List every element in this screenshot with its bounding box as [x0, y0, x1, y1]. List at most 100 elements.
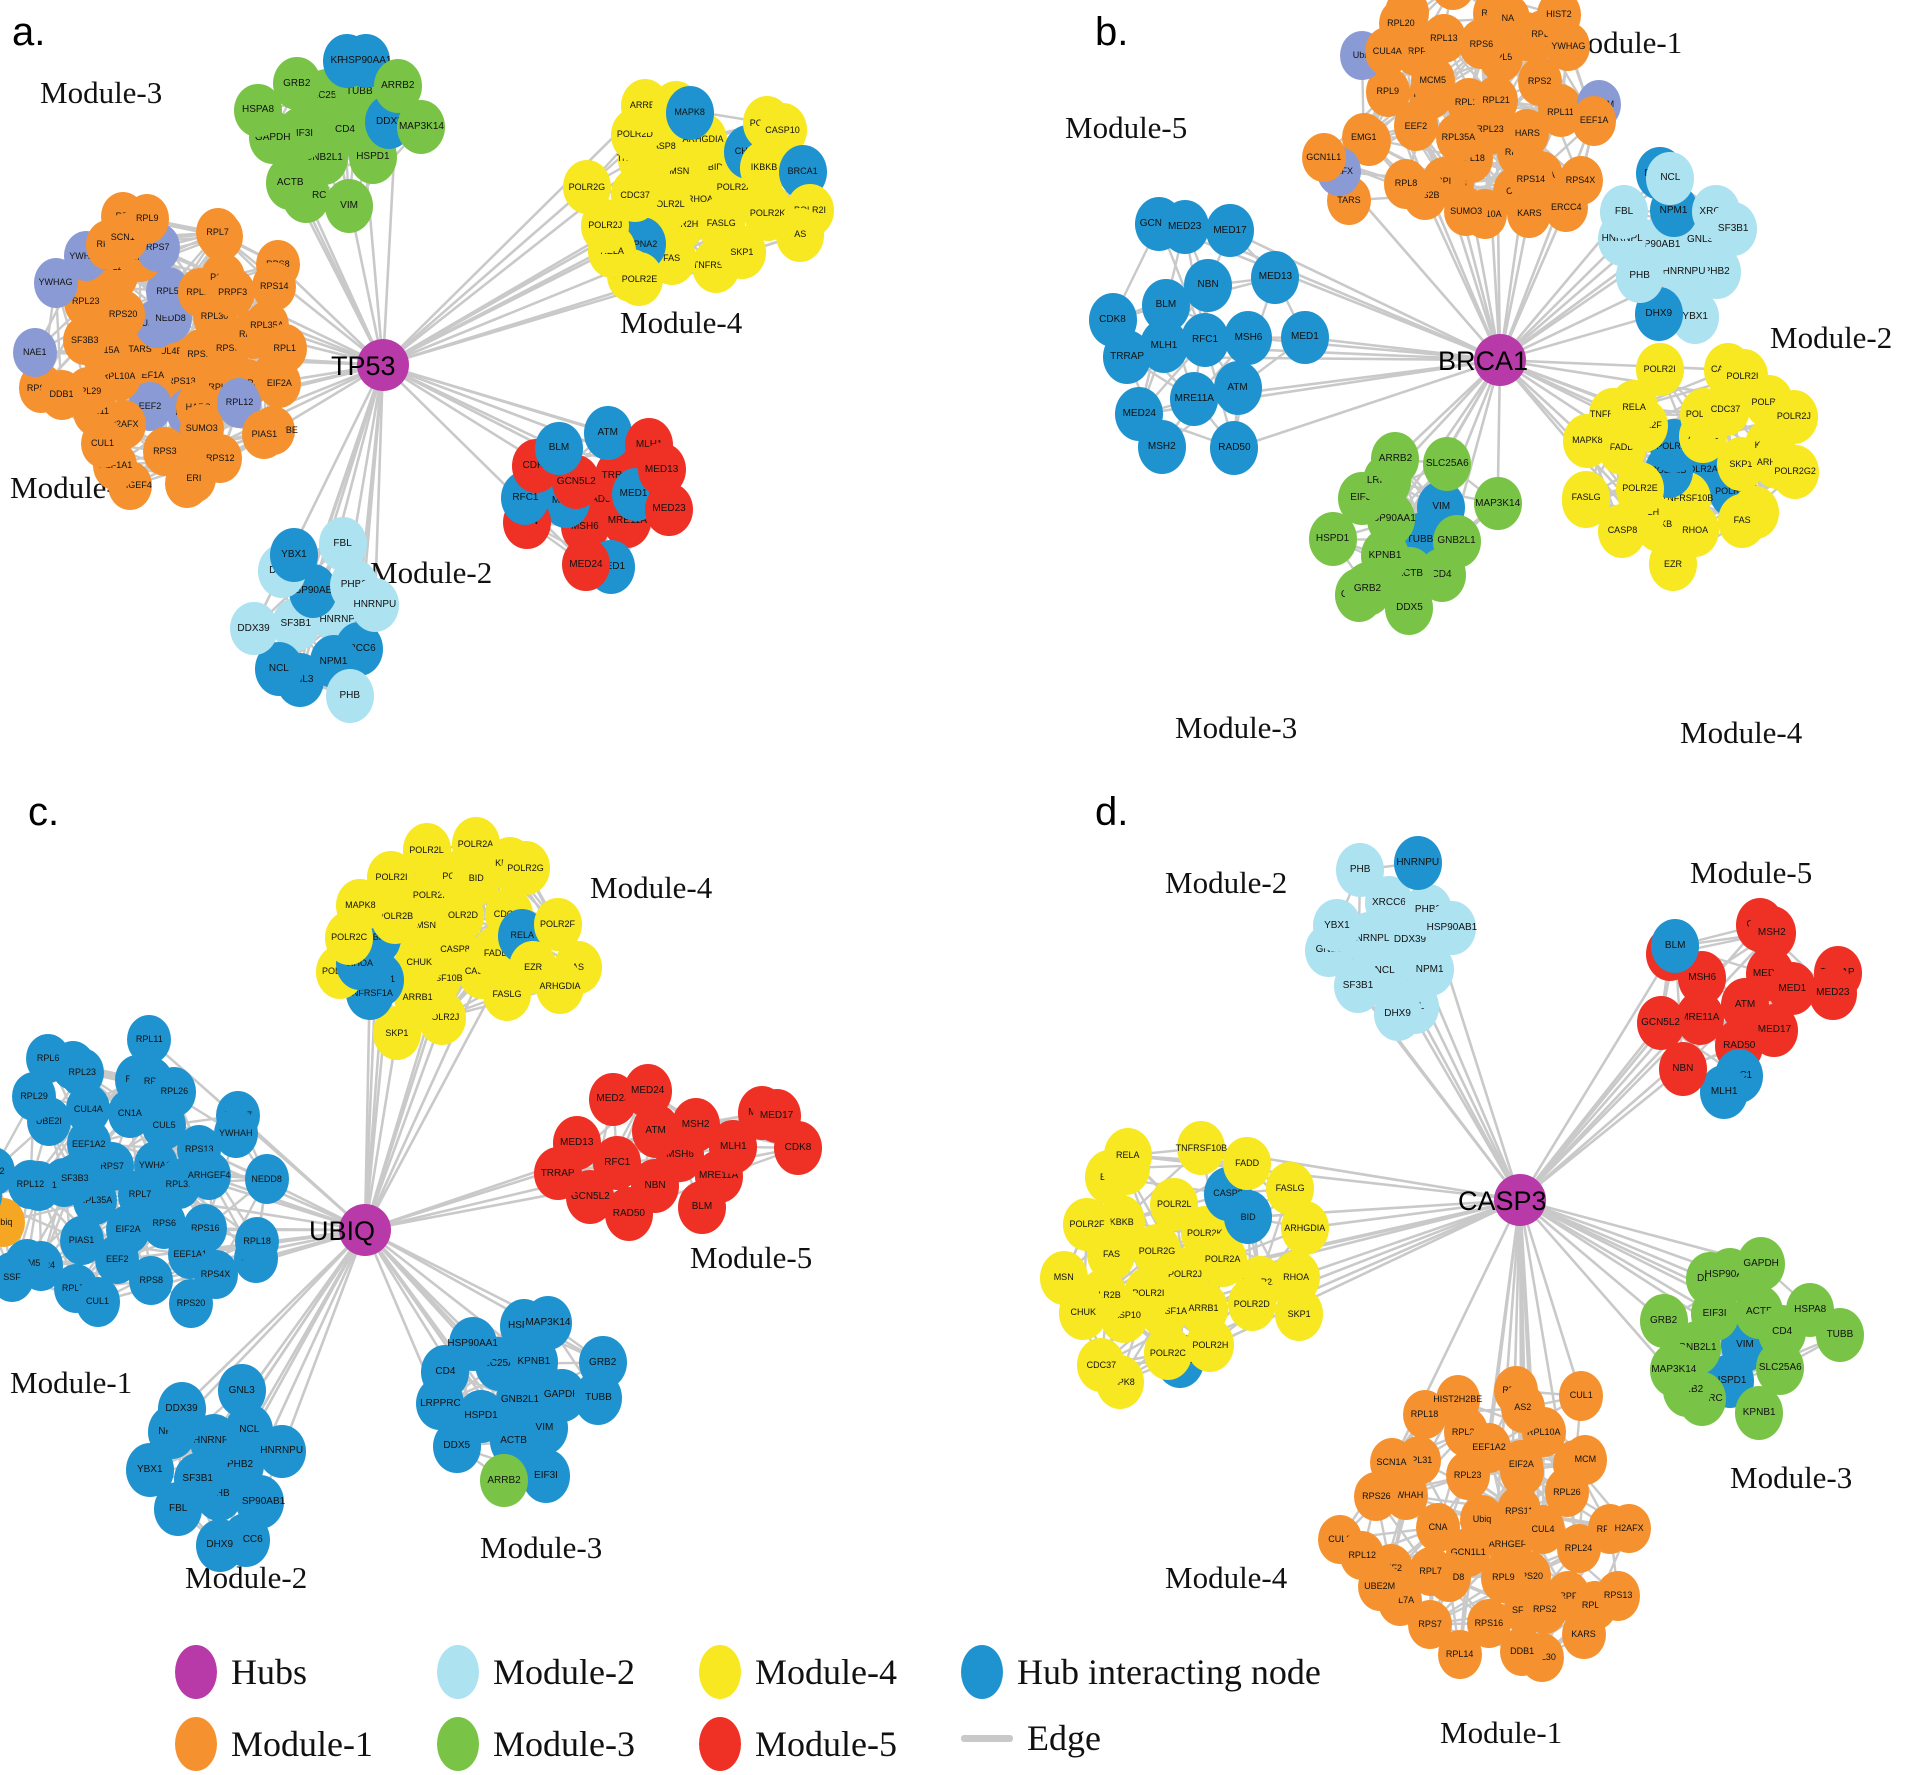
network-node[interactable]: MED24 — [561, 537, 610, 592]
network-node[interactable]: MAP3K14 — [1649, 1343, 1698, 1398]
network-node[interactable]: RPS14 — [252, 261, 297, 312]
network-node[interactable]: NAE1 — [12, 327, 57, 377]
network-node[interactable]: YWHAH — [213, 1109, 258, 1159]
network-node[interactable]: GNL3 — [217, 1363, 266, 1418]
network-node[interactable]: HNRNPU — [1393, 835, 1442, 890]
network-node[interactable]: FBL — [1600, 185, 1649, 240]
network-node[interactable]: BLM — [1141, 278, 1190, 333]
network-node[interactable]: EEF1A2 — [1466, 1423, 1511, 1473]
network-node[interactable]: CUL1 — [80, 418, 125, 469]
network-node[interactable]: TUBB — [574, 1370, 623, 1425]
network-node[interactable]: RPL18 — [235, 1216, 280, 1266]
network-node[interactable]: ATM — [1213, 361, 1262, 415]
network-node[interactable]: RPL29 — [12, 1071, 57, 1122]
network-node[interactable]: PHB — [1336, 842, 1385, 897]
network-node[interactable]: GRB2 — [1639, 1294, 1688, 1348]
network-node[interactable]: HSP90AB1 — [1427, 901, 1477, 956]
network-node[interactable]: MED17 — [1206, 203, 1255, 258]
network-node[interactable]: FASLG — [482, 967, 531, 1022]
network-node[interactable]: YBX1 — [1312, 898, 1361, 953]
network-node[interactable]: SKP1 — [717, 225, 766, 280]
network-node[interactable]: NBN — [1184, 258, 1233, 313]
network-node[interactable]: AS2 — [1500, 1383, 1545, 1433]
network-node[interactable]: HIST2H2BE — [1433, 1375, 1482, 1425]
network-node[interactable]: TUBB — [1815, 1308, 1864, 1362]
network-node[interactable]: RFC1 — [1181, 313, 1229, 367]
network-node[interactable]: EEF1A — [1572, 96, 1617, 146]
network-node[interactable]: MAP3K14 — [1473, 476, 1522, 531]
network-node[interactable]: KPNB1 — [1735, 1386, 1784, 1440]
network-node[interactable]: PIAS1 — [59, 1215, 104, 1266]
network-node[interactable]: DDX39 — [229, 601, 278, 656]
network-node[interactable]: ERCC4 — [1544, 182, 1589, 232]
network-node[interactable]: PRPF3 — [210, 267, 255, 318]
network-node[interactable]: ARRB2 — [480, 1453, 529, 1508]
network-node[interactable]: POLR2G — [562, 160, 611, 215]
network-node[interactable]: POLR2H — [1186, 1318, 1235, 1372]
network-node[interactable]: HNRNPU — [350, 578, 399, 633]
network-node[interactable]: KARS — [1507, 188, 1552, 239]
network-node[interactable]: POLR2D — [1227, 1277, 1276, 1332]
network-node[interactable]: EZR — [1648, 537, 1697, 591]
network-node[interactable]: NEDD8 — [244, 1154, 289, 1204]
network-node[interactable]: RPL12 — [8, 1159, 53, 1209]
network-node[interactable]: KARS — [1561, 1609, 1606, 1660]
network-node[interactable]: MED24 — [623, 1063, 672, 1118]
network-node[interactable]: VIM — [325, 178, 374, 233]
network-node[interactable]: MAP3K14 — [523, 1295, 572, 1350]
network-node[interactable]: MSN — [1039, 1250, 1088, 1305]
network-node[interactable]: MED23 — [1160, 199, 1209, 254]
network-node[interactable]: POLR2J — [1769, 389, 1818, 444]
network-node[interactable]: RPS2 — [0, 1147, 15, 1197]
hub-node[interactable] — [357, 339, 409, 391]
network-node[interactable]: MLH1 — [1700, 1064, 1749, 1119]
network-node[interactable]: ARHGDIA — [536, 959, 585, 1014]
network-node[interactable]: MED13 — [1251, 250, 1300, 305]
network-node[interactable]: EIF2A — [257, 359, 302, 409]
network-node[interactable]: FADD — [1223, 1136, 1272, 1191]
network-node[interactable]: MAPK8 — [665, 86, 714, 140]
network-node[interactable]: CASP10 — [758, 103, 807, 158]
network-node[interactable]: PIAS1 — [242, 409, 287, 459]
network-node[interactable]: HIST2 — [1536, 0, 1581, 40]
network-node[interactable]: GRB2 — [1343, 562, 1392, 617]
network-node[interactable]: SSF — [0, 1252, 34, 1302]
network-node[interactable]: SF3B3 — [62, 316, 107, 366]
network-node[interactable]: DDB1 — [1500, 1626, 1545, 1677]
network-node[interactable]: GRB2 — [272, 56, 321, 111]
network-node[interactable]: GCN1L1 — [1301, 133, 1346, 183]
network-node[interactable]: NA — [1485, 0, 1530, 43]
network-node[interactable]: H2AFX — [1607, 1504, 1652, 1554]
network-node[interactable]: RPL9 — [125, 194, 170, 244]
network-node[interactable]: SLC25A6 — [1423, 437, 1472, 491]
network-node[interactable]: CDK8 — [1088, 292, 1137, 347]
network-node[interactable]: PHB — [325, 669, 374, 724]
network-node[interactable]: FAS — [1718, 494, 1767, 548]
network-node[interactable]: BID — [1224, 1190, 1273, 1245]
network-node[interactable]: MED23 — [1808, 966, 1857, 1021]
network-node[interactable]: ARHGEF4 — [187, 1150, 232, 1200]
network-node[interactable]: CDK8 — [774, 1120, 823, 1175]
network-node[interactable]: YBX1 — [269, 527, 318, 582]
network-node[interactable]: MED23 — [645, 482, 694, 537]
network-node[interactable]: RPL7 — [195, 208, 240, 258]
network-node[interactable]: GAPDH — [1737, 1237, 1786, 1292]
network-node[interactable]: RPL8 — [1383, 159, 1428, 209]
hub-node[interactable] — [1474, 334, 1526, 386]
network-node[interactable]: FBL — [318, 516, 367, 571]
network-node[interactable]: POLR2J — [581, 198, 630, 253]
network-node[interactable]: DDX5 — [1385, 581, 1434, 635]
network-node[interactable]: AS — [776, 207, 825, 262]
network-node[interactable]: HSP90AA1 — [447, 1316, 498, 1371]
network-node[interactable]: RPL12 — [1340, 1530, 1385, 1581]
network-node[interactable]: RPL20 — [1378, 0, 1423, 48]
network-node[interactable]: MED13 — [552, 1116, 601, 1170]
network-node[interactable]: MSH6 — [1224, 310, 1273, 365]
network-node[interactable]: CUL1 — [75, 1277, 120, 1327]
network-node[interactable]: MAP3K14 — [397, 100, 446, 154]
network-node[interactable]: RPL26 — [152, 1067, 197, 1117]
network-node[interactable]: RPS20 — [169, 1279, 213, 1329]
network-node[interactable]: MCM — [1563, 1435, 1608, 1485]
network-node[interactable]: HNRNPU — [257, 1424, 306, 1479]
network-node[interactable]: NAE1 — [0, 1170, 3, 1221]
